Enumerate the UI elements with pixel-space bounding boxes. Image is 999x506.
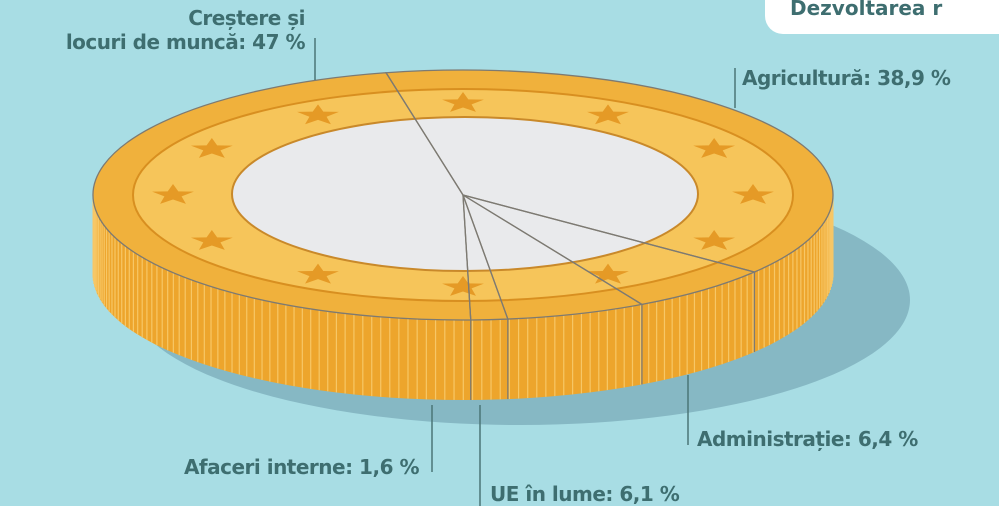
slice-label: Creștere și locuri de muncă: 47 % — [66, 6, 305, 54]
slice-label: Agricultură: 38,9 % — [742, 66, 950, 90]
slice-label: Afaceri interne: 1,6 % — [184, 455, 419, 479]
infographic: Dezvoltarea r Creștere și locuri de munc… — [0, 0, 999, 506]
slice-label: Administrație: 6,4 % — [697, 427, 918, 451]
slice-label: UE în lume: 6,1 % — [490, 482, 679, 506]
title: Dezvoltarea r — [790, 0, 942, 20]
